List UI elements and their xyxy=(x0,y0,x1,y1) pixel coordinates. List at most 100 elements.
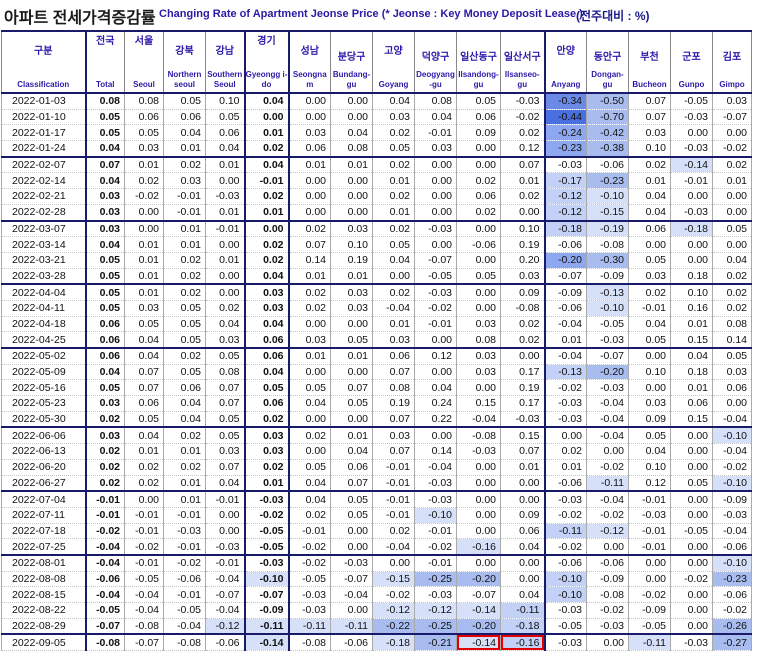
table-cell: 0.04 xyxy=(205,316,246,333)
table-cell: -0.02 xyxy=(670,571,713,588)
row-date: 2022-05-23 xyxy=(1,395,87,412)
table-cell: 0.16 xyxy=(670,300,713,317)
table-cell: 0.02 xyxy=(288,219,331,238)
table-cell: 0.00 xyxy=(330,172,373,190)
table-cell: 0.04 xyxy=(712,252,752,269)
table-cell: 0.00 xyxy=(456,507,501,524)
row-date: 2022-05-09 xyxy=(1,364,87,381)
table-cell: 0.01 xyxy=(124,443,164,460)
table-cell: -0.04 xyxy=(456,411,501,428)
column-header-korean: 경기 xyxy=(257,36,276,47)
table-cell: 0.12 xyxy=(500,140,546,158)
table-cell: 0.02 xyxy=(372,188,415,205)
table-cell: 0.00 xyxy=(330,316,373,333)
table-cell: 0.01 xyxy=(712,172,752,190)
table-cell: 0.04 xyxy=(500,538,546,556)
table-cell: 0.03 xyxy=(244,443,290,460)
table-cell: -0.13 xyxy=(586,283,629,301)
table-cell: 0.02 xyxy=(544,443,587,460)
table-cell: 0.08 xyxy=(456,331,501,349)
table-cell: -0.10 xyxy=(414,507,457,524)
table-cell: 0.04 xyxy=(244,155,290,174)
table-cell: 0.00 xyxy=(414,364,457,381)
table-cell: 0.17 xyxy=(500,364,546,381)
column-header-korean: 김포 xyxy=(722,52,742,63)
table-cell: -0.03 xyxy=(414,283,457,301)
table-cell: 0.00 xyxy=(205,236,246,253)
table-cell: 0.00 xyxy=(288,316,331,333)
table-cell: 0.02 xyxy=(124,172,164,190)
table-cell: 0.00 xyxy=(288,204,331,222)
table-cell: -0.42 xyxy=(586,124,629,142)
table-cell: 0.00 xyxy=(205,507,246,524)
table-cell: -0.03 xyxy=(544,411,587,428)
table-cell: -0.23 xyxy=(544,140,587,158)
table-cell: 0.03 xyxy=(456,364,501,381)
table-cell: 0.00 xyxy=(372,268,415,285)
table-cell: 0.00 xyxy=(205,283,246,301)
table-cell: -0.18 xyxy=(500,618,546,635)
table-cell: -0.11 xyxy=(330,618,373,635)
table-cell: 0.01 xyxy=(244,475,290,492)
table-cell: -0.04 xyxy=(330,586,373,603)
table-row: 2022-04-04 0.05 0.01 0.02 0.00 0.03 0.02 0.03 0.… xyxy=(1,283,752,301)
table-cell: 0.00 xyxy=(330,364,373,381)
row-date: 2022-03-21 xyxy=(1,252,87,269)
table-cell: -0.30 xyxy=(586,252,629,269)
row-date: 2022-06-20 xyxy=(1,459,87,476)
table-cell: -0.09 xyxy=(712,490,752,508)
table-cell: 0.00 xyxy=(124,204,164,222)
table-cell: 0.07 xyxy=(628,93,671,110)
table-cell: 0.01 xyxy=(628,172,671,190)
table-cell: 0.00 xyxy=(670,490,713,508)
column-header-korean: 군포 xyxy=(682,52,701,63)
table-cell: 0.09 xyxy=(500,507,546,524)
row-date: 2022-07-25 xyxy=(1,538,87,556)
table-cell: 0.07 xyxy=(124,379,164,397)
table-cell: -0.18 xyxy=(372,633,415,652)
table-cell: 0.05 xyxy=(85,300,125,317)
table-cell: -0.05 xyxy=(628,618,671,635)
table-cell: -0.04 xyxy=(124,602,164,619)
column-header: 김포 Gimpo xyxy=(712,30,752,94)
table-cell: 0.05 xyxy=(205,109,246,126)
table-cell: -0.05 xyxy=(163,602,206,619)
table-cell: 0.01 xyxy=(205,204,246,222)
table-cell: -0.50 xyxy=(586,93,629,110)
column-header: 전국 Total xyxy=(85,30,125,94)
table-cell: -0.38 xyxy=(586,140,629,158)
table-cell: -0.23 xyxy=(586,172,629,190)
table-cell: 0.03 xyxy=(330,219,373,238)
table-cell: 0.03 xyxy=(712,93,752,110)
row-date: 2022-04-18 xyxy=(1,316,87,333)
table-cell: -0.04 xyxy=(85,553,125,572)
table-cell: -0.05 xyxy=(124,571,164,588)
column-header: 동안구 Dongan-gu xyxy=(586,30,629,94)
table-cell: -0.02 xyxy=(163,553,206,572)
table-body: 2022-01-03 0.08 0.08 0.05 0.10 0.04 0.00 0.00 0.… xyxy=(1,93,752,652)
row-date: 2022-08-01 xyxy=(1,553,87,572)
table-cell: -0.06 xyxy=(586,553,629,572)
table-cell: 0.04 xyxy=(124,426,164,445)
table-cell: -0.02 xyxy=(628,586,671,603)
table-cell: -0.04 xyxy=(586,426,629,445)
column-header: 고양 Goyang xyxy=(372,30,415,94)
row-date: 2022-08-22 xyxy=(1,602,87,619)
table-cell: -0.03 xyxy=(670,140,713,158)
table-cell: 0.06 xyxy=(244,331,290,349)
column-header-english: Goyang xyxy=(378,79,409,89)
table-cell: 0.00 xyxy=(288,93,331,110)
column-header-english: Bundang-gu xyxy=(332,70,371,89)
table-cell: 0.06 xyxy=(712,379,752,397)
table-cell: 0.00 xyxy=(456,219,501,238)
table-cell: -0.06 xyxy=(330,633,373,652)
table-row: 2022-07-25 -0.04 -0.02 -0.01 -0.03 -0.05 -0.02… xyxy=(1,538,752,556)
table-cell: -0.15 xyxy=(586,204,629,222)
table-cell: 0.01 xyxy=(124,252,164,269)
table-cell: -0.04 xyxy=(124,586,164,603)
table-cell: 0.07 xyxy=(628,109,671,126)
table-cell: 0.07 xyxy=(205,395,246,412)
table-cell: 0.15 xyxy=(670,331,713,349)
table-cell: 0.04 xyxy=(414,109,457,126)
table-cell: 0.03 xyxy=(85,426,125,445)
